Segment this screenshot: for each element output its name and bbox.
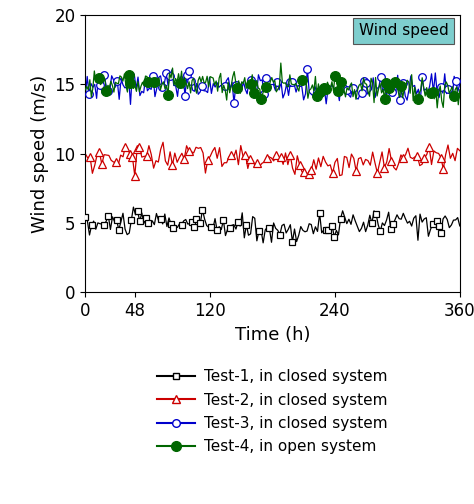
Y-axis label: Wind speed (m/s): Wind speed (m/s) xyxy=(31,75,49,233)
Text: Wind speed: Wind speed xyxy=(359,24,448,38)
X-axis label: Time (h): Time (h) xyxy=(235,326,310,344)
Legend: Test-1, in closed system, Test-2, in closed system, Test-3, in closed system, Te: Test-1, in closed system, Test-2, in clo… xyxy=(157,369,388,455)
